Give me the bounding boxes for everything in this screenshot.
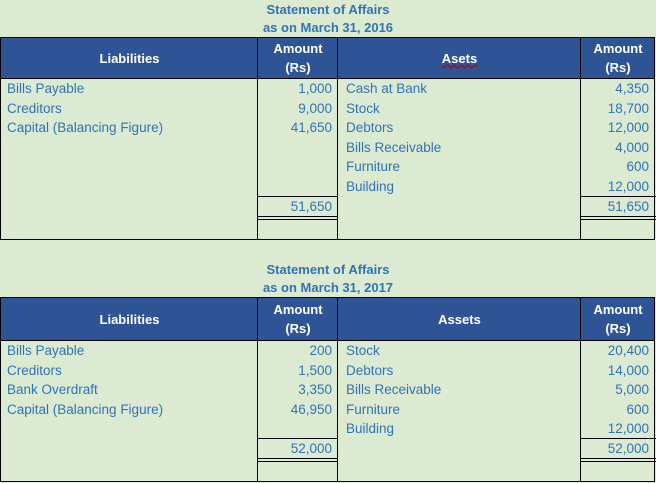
asset-name: Stock — [346, 100, 380, 116]
total-liabilities: 52,000 — [290, 441, 332, 456]
statement-title: Statement of Affairs — [266, 2, 390, 17]
asset-amount: 600 — [626, 159, 649, 174]
asset-name: Building — [346, 178, 395, 194]
liability-name: Capital (Balancing Figure) — [7, 401, 164, 417]
liability-amount: 41,650 — [290, 120, 332, 135]
asset-name: Bills Receivable — [346, 382, 442, 397]
asset-name: Debtors — [346, 120, 394, 135]
asset-name: Furniture — [346, 159, 401, 174]
statement-title: Statement of Affairs — [266, 262, 390, 277]
total-liabilities: 51,650 — [290, 199, 332, 214]
asset-amount: 4,350 — [615, 81, 649, 96]
liability-name: Creditors — [7, 100, 62, 116]
header-liabilities: Liabilities — [99, 311, 160, 327]
header-assets: Assets — [438, 311, 481, 327]
table-header: Liabilities Amount (Rs) Asets Amount (Rs) — [1, 38, 654, 79]
liability-amount: 200 — [309, 343, 332, 358]
liability-amount: 46,950 — [290, 401, 332, 417]
liability-name: Bills Payable — [7, 343, 85, 358]
asset-amount: 12,000 — [607, 421, 649, 436]
total-assets: 51,650 — [607, 199, 649, 214]
total-assets: 52,000 — [607, 441, 649, 456]
table-header: Liabilities Amount (Rs) Assets Amount (Rs) — [1, 298, 654, 341]
asset-amount: 20,400 — [607, 343, 649, 358]
asset-name: Building — [346, 421, 395, 436]
asset-amount: 5,000 — [615, 382, 649, 397]
asset-amount: 14,000 — [607, 362, 649, 378]
header-assets: Asets — [441, 50, 478, 66]
statement-subtitle: as on March 31, 2017 — [262, 280, 394, 295]
header-liabilities-amount: Amount (Rs) — [273, 41, 323, 75]
liability-name: Bills Payable — [7, 81, 85, 96]
asset-amount: 4,000 — [615, 139, 649, 155]
liability-amount: 3,350 — [298, 382, 332, 397]
asset-name: Bills Receivable — [346, 139, 442, 155]
asset-amount: 600 — [626, 401, 649, 417]
statement-table: Liabilities Amount (Rs) Assets Amount (Rs)… — [0, 297, 656, 482]
statement-subtitle: as on March 31, 2016 — [262, 20, 394, 35]
liability-amount: 9,000 — [298, 100, 332, 116]
asset-name: Furniture — [346, 401, 401, 417]
asset-amount: 12,000 — [607, 120, 649, 135]
liability-name: Creditors — [7, 362, 62, 378]
liability-amount: 1,000 — [298, 81, 332, 96]
asset-amount: 12,000 — [607, 178, 649, 194]
asset-name: Cash at Bank — [346, 81, 428, 96]
header-assets-amount: Amount (Rs) — [593, 41, 643, 75]
liability-name: Capital (Balancing Figure) — [7, 120, 164, 135]
asset-name: Debtors — [346, 362, 394, 378]
liability-name: Bank Overdraft — [7, 382, 98, 397]
statement-table: Liabilities Amount (Rs) Asets Amount (Rs) … — [0, 37, 656, 240]
header-liabilities: Liabilities — [99, 50, 160, 66]
asset-amount: 18,700 — [607, 100, 649, 116]
liability-amount: 1,500 — [298, 362, 332, 378]
asset-name: Stock — [346, 343, 380, 358]
header-liabilities-amount: Amount (Rs) — [273, 302, 323, 336]
header-assets-amount: Amount (Rs) — [593, 302, 643, 336]
